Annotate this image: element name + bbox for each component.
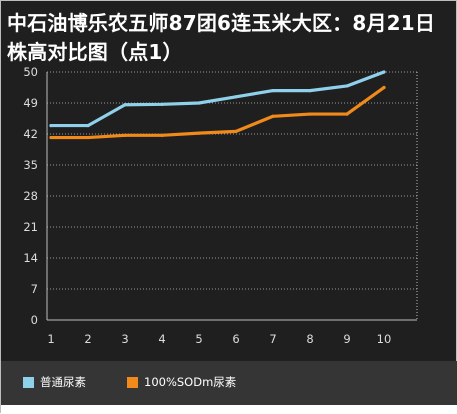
data-point	[345, 112, 349, 116]
data-point	[123, 133, 127, 137]
series-line-1	[49, 70, 386, 128]
x-tick-label: 9	[343, 332, 350, 346]
chart-title: 中石油博乐农五师87团6连玉米大区：8月21日株高对比图（点1）	[7, 11, 436, 64]
y-tick-label: 28	[23, 189, 38, 203]
series-line-2	[49, 85, 386, 140]
data-point	[49, 123, 53, 128]
y-tick-label: 50	[23, 65, 38, 79]
data-point	[123, 103, 127, 107]
data-point	[234, 129, 238, 133]
data-point	[271, 114, 275, 118]
x-tick-label: 7	[269, 332, 276, 346]
data-point	[308, 89, 312, 93]
legend-swatch-series-1	[23, 376, 34, 388]
data-point	[234, 95, 238, 99]
data-point	[308, 112, 312, 116]
legend-label-series-1: 普通尿素	[40, 375, 86, 389]
x-tick-label: 4	[158, 332, 165, 346]
data-point	[382, 70, 386, 74]
data-point	[86, 135, 90, 140]
y-tick-label: 21	[23, 220, 38, 234]
x-tick-label: 10	[377, 332, 392, 346]
data-point	[271, 89, 275, 93]
x-tick-label: 2	[84, 332, 91, 346]
data-point	[345, 84, 349, 88]
y-tick-label: 0	[31, 313, 38, 327]
x-tick-label: 8	[306, 332, 313, 346]
data-point	[49, 135, 53, 140]
data-point	[86, 123, 90, 128]
y-tick-label: 42	[23, 127, 38, 141]
legend: 普通尿素 100%SODm尿素	[1, 361, 457, 405]
legend-label-series-2: 100%SODm尿素	[144, 375, 237, 389]
data-point	[160, 102, 164, 106]
bottom-strip	[1, 405, 457, 414]
y-tick-label: 14	[23, 251, 38, 265]
x-tick-label: 3	[121, 332, 128, 346]
y-tick-label: 49	[23, 96, 38, 110]
x-tick-label: 1	[47, 332, 54, 346]
data-point	[197, 131, 201, 135]
x-tick-label: 5	[195, 332, 202, 346]
y-tick-label: 35	[23, 158, 38, 172]
y-tick-label: 7	[31, 282, 38, 296]
legend-swatch-series-2	[127, 376, 138, 388]
data-point	[197, 101, 201, 105]
data-point	[382, 85, 386, 90]
legend-item-series-2: 100%SODm尿素	[127, 374, 236, 390]
legend-item-series-1: 普通尿素	[23, 374, 86, 390]
x-tick-label: 6	[232, 332, 239, 346]
data-point	[160, 133, 164, 137]
